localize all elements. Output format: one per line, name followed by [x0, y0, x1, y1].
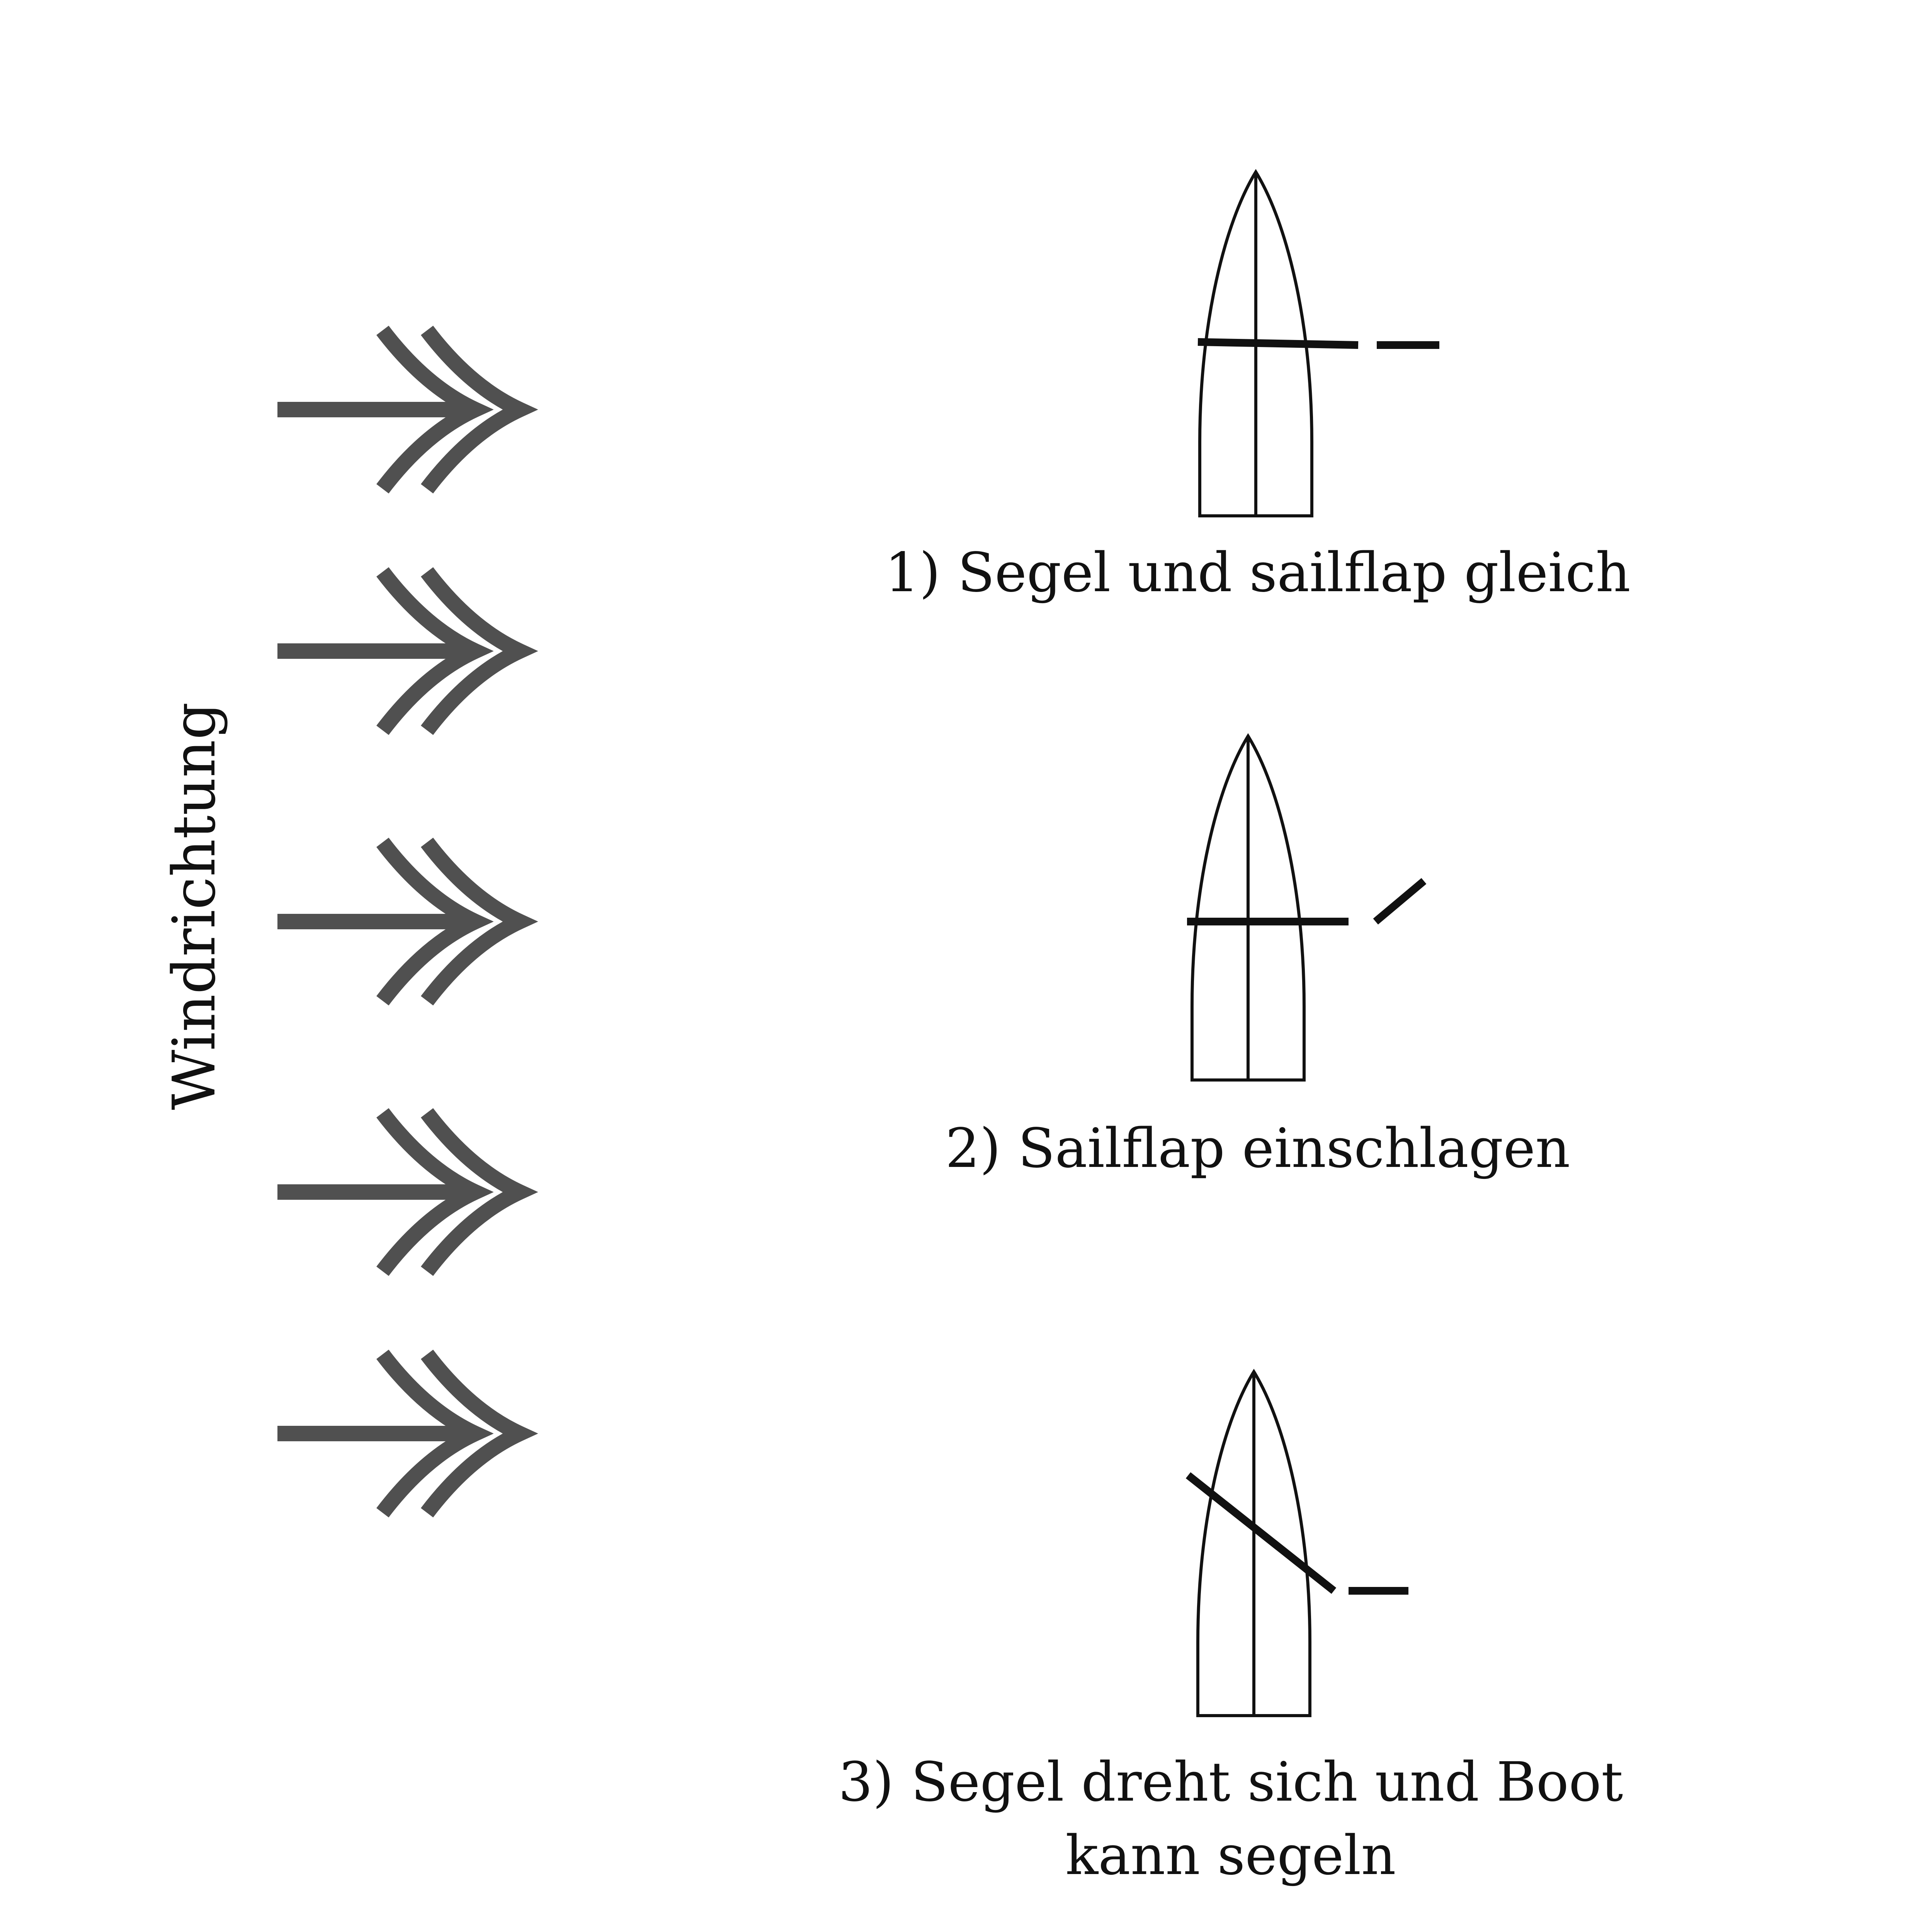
step-1: 1) Segel und sailflap gleich — [885, 169, 1631, 604]
boat-2-icon — [1190, 733, 1306, 1082]
step-3-caption: 3) Segel dreht sich und Boot kann segeln — [838, 1751, 1623, 1887]
wind-arrow-icon — [277, 1349, 538, 1518]
wind-arrow-icon — [277, 567, 538, 735]
sail-1 — [1197, 338, 1359, 349]
wind-arrow-icon — [277, 837, 538, 1006]
wind-arrows — [277, 325, 538, 1518]
step-1-caption: 1) Segel und sailflap gleich — [885, 541, 1631, 604]
wind-arrow-icon — [277, 1108, 538, 1276]
step-2: 2) Sailflap einschlagen — [945, 733, 1570, 1180]
wind-arrow-icon — [277, 325, 538, 494]
sail-3 — [1185, 1472, 1337, 1594]
boat-3-icon — [1196, 1369, 1311, 1717]
step-2-caption: 2) Sailflap einschlagen — [945, 1117, 1570, 1180]
sailflap-2 — [1373, 878, 1427, 925]
step-3: 3) Segel dreht sich und Boot kann segeln — [838, 1369, 1623, 1887]
wind-direction-label: Windrichtung — [160, 702, 228, 1110]
